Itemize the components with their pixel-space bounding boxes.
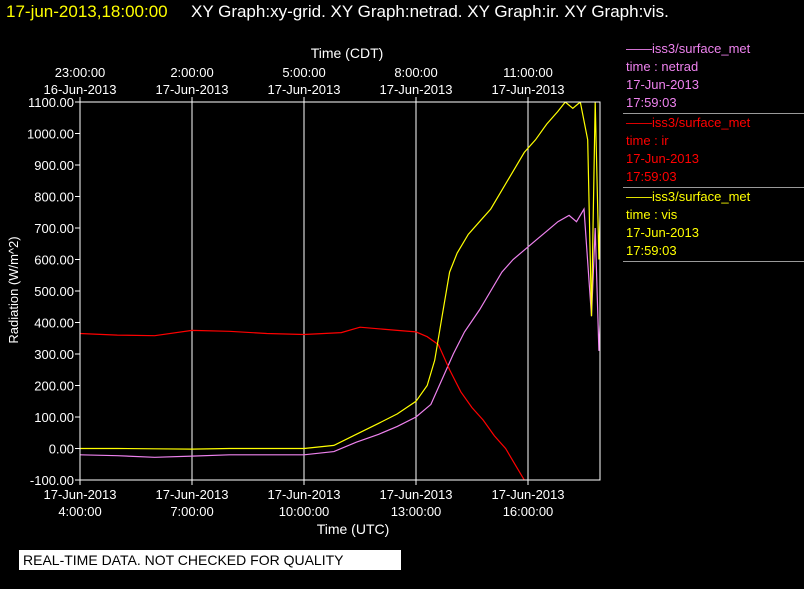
bottom-tick-date: 17-Jun-2013 <box>268 487 341 502</box>
y-tick-label: 200.00 <box>34 379 74 394</box>
top-tick-time: 2:00:00 <box>170 65 213 80</box>
grid-lines <box>191 102 529 480</box>
quality-notice: REAL-TIME DATA. NOT CHECKED FOR QUALITY <box>19 550 401 570</box>
y-tick-label: 800.00 <box>34 190 74 205</box>
bottom-axis-ticks: 17-Jun-2013 4:00:00 17-Jun-2013 7:00:00 17-J… <box>44 480 565 519</box>
bottom-tick-time: 7:00:00 <box>170 504 213 519</box>
top-tick-date: 17-Jun-2013 <box>380 82 453 97</box>
legend-var: time : netrad <box>626 59 699 74</box>
y-tick-label: 0.00 <box>49 442 74 457</box>
bottom-tick-date: 17-Jun-2013 <box>156 487 229 502</box>
y-tick-label: 1100.00 <box>28 95 74 110</box>
bottom-tick-date: 17-Jun-2013 <box>492 487 565 502</box>
series-layer <box>80 102 600 480</box>
y-tick-label: 100.00 <box>34 410 74 425</box>
y-tick-label: 900.00 <box>34 158 74 173</box>
y-tick-label: 600.00 <box>34 253 74 268</box>
top-tick-date: 16-Jun-2013 <box>44 82 117 97</box>
series-line-ir <box>80 326 525 480</box>
bottom-tick-time: 13:00:00 <box>391 504 442 519</box>
legend-date: 17-Jun-2013 <box>626 77 699 92</box>
legend-date: 17-Jun-2013 <box>626 151 699 166</box>
y-tick-label: -100.00 <box>30 473 74 488</box>
y-axis-ticks: -100.00 0.00 100.00 200.00 300.00 400.00 500.0… <box>27 95 80 488</box>
header-datetime: 17-jun-2013,18:00:00 <box>6 2 168 21</box>
plot-frame <box>79 101 601 481</box>
legend: ——iss3/surface_met time : netrad 17-Jun-20… <box>623 40 804 262</box>
top-tick-date: 17-Jun-2013 <box>492 82 565 97</box>
top-tick-time: 5:00:00 <box>282 65 325 80</box>
x-axis-label-cdt: Time (CDT) <box>311 45 384 61</box>
top-tick-time: 23:00:00 <box>55 65 106 80</box>
legend-date: 17-Jun-2013 <box>626 225 699 240</box>
top-tick-time: 8:00:00 <box>394 65 437 80</box>
header-bar: 17-jun-2013,18:00:00 XY Graph:xy-grid. X… <box>0 0 804 28</box>
bottom-tick-time: 10:00:00 <box>279 504 330 519</box>
legend-time: 17:59:03 <box>626 169 677 184</box>
y-tick-label: 500.00 <box>34 284 74 299</box>
header-graph-titles: XY Graph:xy-grid. XY Graph:netrad. XY Gr… <box>191 2 669 21</box>
top-tick-time: 11:00:00 <box>503 65 553 80</box>
series-line-netrad <box>80 207 600 458</box>
legend-source: ——iss3/surface_met <box>626 41 751 56</box>
legend-time: 17:59:03 <box>626 243 677 258</box>
top-axis-ticks: 23:00:00 16-Jun-2013 2:00:00 17-Jun-2013 5:0… <box>44 65 565 102</box>
y-tick-label: 700.00 <box>34 221 74 236</box>
legend-source: ——iss3/surface_met <box>626 115 751 130</box>
bottom-tick-date: 17-Jun-2013 <box>380 487 453 502</box>
bottom-tick-time: 4:00:00 <box>58 504 101 519</box>
legend-time: 17:59:03 <box>626 95 677 110</box>
legend-source: ——iss3/surface_met <box>626 189 751 204</box>
y-axis-label: Radiation (W/m^2) <box>6 236 21 343</box>
y-tick-label: 400.00 <box>34 316 74 331</box>
legend-var: time : vis <box>626 207 678 222</box>
top-tick-date: 17-Jun-2013 <box>156 82 229 97</box>
legend-var: time : ir <box>626 133 669 148</box>
bottom-tick-time: 16:00:00 <box>503 504 554 519</box>
y-tick-label: 300.00 <box>34 347 74 362</box>
y-tick-label: 1000.00 <box>27 127 74 142</box>
x-axis-label-utc: Time (UTC) <box>317 521 390 537</box>
bottom-tick-date: 17-Jun-2013 <box>44 487 117 502</box>
series-line-vis <box>80 102 600 450</box>
top-tick-date: 17-Jun-2013 <box>268 82 341 97</box>
